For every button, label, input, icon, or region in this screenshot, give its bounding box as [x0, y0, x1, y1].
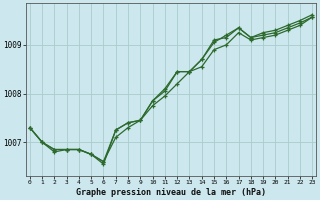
X-axis label: Graphe pression niveau de la mer (hPa): Graphe pression niveau de la mer (hPa) [76, 188, 266, 197]
